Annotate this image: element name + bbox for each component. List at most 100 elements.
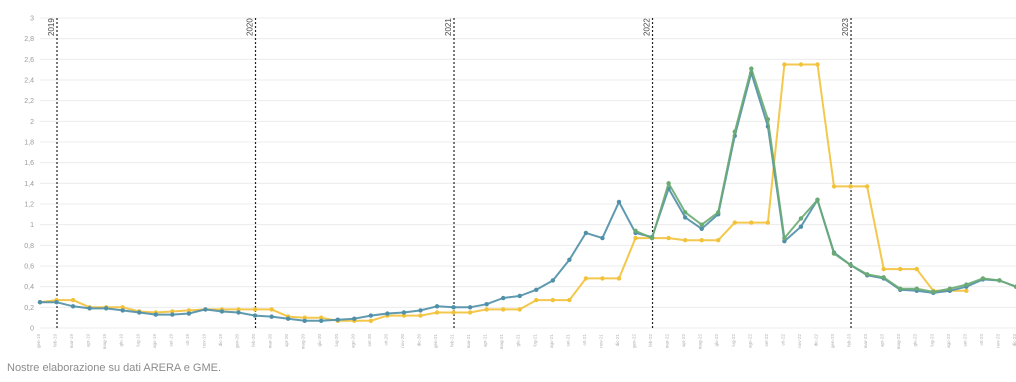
x-tick-label: mar-19 (69, 334, 74, 349)
y-axis-tick-labels: 0 0,2 0,4 0,6 0,8 1 1,2 1,4 1,6 1,8 2 2,2 2,4 2,6 2,8 3 (24, 16, 34, 333)
data-point (517, 307, 522, 312)
data-point (831, 251, 837, 256)
x-tick-label: ott-21 (582, 334, 587, 346)
data-point (302, 318, 307, 323)
x-tick-label: feb-23 (847, 334, 852, 347)
x-tick-label: feb-21 (450, 334, 455, 347)
x-tick-label: ago-23 (946, 334, 951, 349)
x-tick-label: mar-21 (466, 334, 471, 349)
data-point (534, 297, 539, 303)
x-tick-label: gen-19 (36, 334, 41, 349)
x-tick-label: giu-23 (913, 334, 918, 347)
x-tick-label: nov-23 (995, 334, 1000, 348)
y-tick-label: 2,8 (24, 36, 34, 43)
data-point (616, 276, 622, 281)
data-point (170, 309, 175, 314)
data-point (401, 313, 407, 318)
data-point (716, 210, 721, 215)
data-point (633, 235, 638, 241)
x-tick-label: lug-23 (929, 334, 934, 347)
data-point (153, 312, 158, 317)
y-tick-label: 0,4 (24, 284, 34, 291)
x-tick-label: lug-20 (334, 334, 339, 347)
data-point (484, 302, 489, 307)
data-point (252, 313, 258, 318)
x-tick-label: ago-22 (747, 334, 752, 349)
data-point (815, 62, 820, 67)
data-point (682, 215, 688, 220)
data-point (600, 235, 605, 241)
y-tick-label: 0,6 (24, 264, 34, 271)
data-point (898, 266, 903, 272)
data-point (732, 129, 737, 134)
x-tick-label: nov-22 (797, 334, 802, 348)
data-point (54, 299, 59, 305)
data-point (633, 228, 638, 234)
data-point (451, 310, 456, 315)
data-point (864, 272, 870, 277)
x-tick-label: apr-19 (86, 334, 91, 348)
data-point (70, 304, 76, 309)
x-tick-label: ago-19 (152, 334, 157, 349)
x-tick-label: mar-20 (268, 334, 273, 349)
data-point (914, 266, 919, 272)
data-point (997, 278, 1002, 283)
year-label: 2021 (444, 18, 453, 36)
data-point (1013, 284, 1016, 289)
x-tick-label: set-22 (764, 334, 769, 347)
data-point (931, 289, 936, 295)
x-tick-label: set-23 (962, 334, 967, 347)
data-point (385, 311, 390, 316)
data-point (567, 297, 572, 303)
data-point (947, 286, 953, 291)
data-point (964, 288, 969, 293)
data-point (368, 313, 374, 318)
data-point (467, 310, 473, 315)
x-tick-label: giu-21 (516, 334, 521, 347)
x-tick-label: gen-21 (433, 334, 438, 349)
y-tick-label: 2 (30, 119, 34, 126)
x-tick-label: lug-21 (532, 334, 537, 347)
x-tick-label: lug-19 (135, 334, 140, 347)
x-tick-label: mag-23 (896, 334, 901, 350)
data-point (749, 66, 754, 71)
data-point (302, 315, 307, 320)
data-point (716, 237, 721, 243)
x-axis-tick-labels: gen-19 feb-19 mar-19 apr-19 mag-19 giu-19 lug-… (36, 334, 1016, 350)
data-point (418, 308, 423, 313)
x-tick-label: dic-23 (1012, 334, 1016, 347)
data-point (864, 184, 870, 189)
x-tick-label: dic-21 (615, 334, 620, 347)
x-tick-label: nov-20 (400, 334, 405, 348)
x-tick-label: ago-21 (549, 334, 554, 349)
data-point (682, 210, 688, 215)
x-tick-label: gen-23 (830, 334, 835, 349)
data-point (534, 287, 539, 292)
data-point (120, 308, 125, 313)
data-point (600, 276, 605, 281)
data-point (798, 216, 804, 221)
data-point (434, 304, 440, 309)
y-tick-label: 1,6 (24, 160, 34, 167)
x-tick-label: nov-19 (201, 334, 206, 348)
year-label: 2022 (643, 18, 652, 36)
year-label: 2019 (47, 18, 56, 36)
data-point (319, 318, 324, 323)
data-point (732, 220, 737, 225)
x-tick-label: lug-22 (731, 334, 736, 347)
y-tick-label: 2,6 (24, 57, 34, 64)
x-tick-label: giu-20 (317, 334, 322, 347)
x-tick-label: apr-22 (681, 334, 686, 348)
data-point (616, 199, 622, 205)
data-point (70, 297, 76, 303)
data-point (87, 306, 92, 311)
x-tick-label: set-21 (565, 334, 570, 347)
y-tick-label: 1,8 (24, 140, 34, 147)
y-tick-label: 0,2 (24, 305, 34, 312)
series-line (39, 63, 967, 322)
data-point (798, 62, 804, 67)
data-point (765, 220, 771, 225)
data-point (848, 262, 853, 268)
data-point (467, 305, 473, 310)
